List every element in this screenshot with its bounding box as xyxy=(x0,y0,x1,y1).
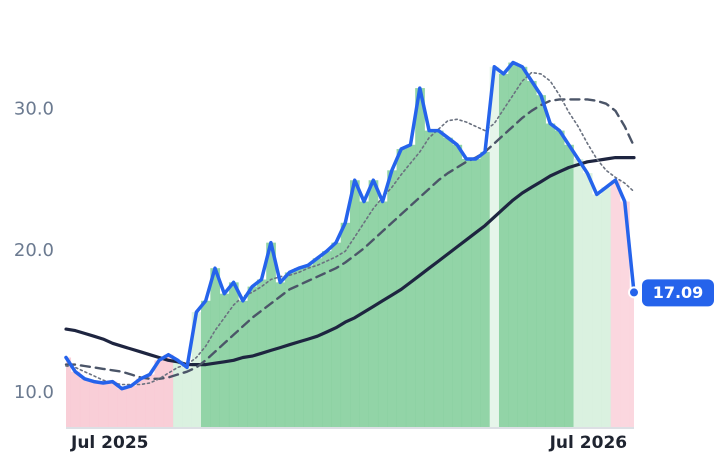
bar xyxy=(424,130,435,427)
bar-layer xyxy=(66,62,634,427)
axes: 17.09 10.0 20.0 30.0 Jul 2025 Jul 2026 xyxy=(14,98,714,453)
bar xyxy=(98,383,109,427)
bar xyxy=(135,378,146,427)
bar xyxy=(284,272,295,427)
bar xyxy=(517,66,528,427)
bar xyxy=(368,180,379,427)
bar xyxy=(145,374,155,427)
bar xyxy=(182,367,193,427)
bar xyxy=(163,354,174,427)
last-value-label: 17.09 xyxy=(653,283,704,302)
bar xyxy=(191,312,202,427)
x-tick-label: Jul 2025 xyxy=(70,433,149,453)
bar xyxy=(303,265,314,427)
bar xyxy=(526,80,537,427)
bar xyxy=(564,144,574,427)
x-tick-label: Jul 2026 xyxy=(549,433,628,453)
bar xyxy=(275,282,286,427)
bar xyxy=(387,170,397,427)
series-line xyxy=(64,98,636,380)
bar xyxy=(154,360,165,427)
bar xyxy=(340,222,351,427)
bar xyxy=(312,258,323,427)
bar xyxy=(70,371,81,427)
bar xyxy=(620,201,630,427)
bar xyxy=(228,282,239,427)
bar xyxy=(433,130,444,427)
bar xyxy=(601,187,612,427)
bar xyxy=(359,201,370,427)
last-point xyxy=(628,286,640,299)
bar xyxy=(294,268,304,427)
y-tick-label: 10.0 xyxy=(14,382,54,403)
bar xyxy=(350,180,360,427)
y-tick-label: 30.0 xyxy=(14,98,54,119)
bar xyxy=(377,201,388,427)
bar xyxy=(480,151,491,427)
bar xyxy=(573,158,584,427)
bar xyxy=(443,137,453,427)
bar xyxy=(107,381,118,427)
bar xyxy=(210,268,221,427)
bar xyxy=(545,123,556,427)
y-tick-label: 20.0 xyxy=(14,240,54,261)
series-line xyxy=(64,60,636,391)
bar xyxy=(461,158,472,427)
bar xyxy=(117,388,127,427)
bar xyxy=(610,180,621,427)
bar xyxy=(66,357,72,427)
bar xyxy=(173,360,183,427)
bar xyxy=(238,300,248,427)
bar xyxy=(536,95,546,427)
line-layer xyxy=(64,60,640,391)
bar xyxy=(79,378,90,427)
bar xyxy=(471,158,481,427)
bar xyxy=(452,144,463,427)
bar xyxy=(415,88,425,427)
bar xyxy=(489,66,500,427)
bar xyxy=(582,173,593,427)
bar xyxy=(331,242,342,427)
last-value-badge xyxy=(642,279,714,307)
bar xyxy=(89,381,99,427)
series-line xyxy=(65,71,635,386)
bar xyxy=(266,242,276,427)
bar xyxy=(554,130,565,427)
bar xyxy=(508,62,519,427)
bar xyxy=(592,194,602,427)
bar xyxy=(126,385,137,427)
bar xyxy=(629,292,634,427)
bar xyxy=(322,251,332,427)
bar xyxy=(405,144,416,427)
bar xyxy=(498,73,509,427)
